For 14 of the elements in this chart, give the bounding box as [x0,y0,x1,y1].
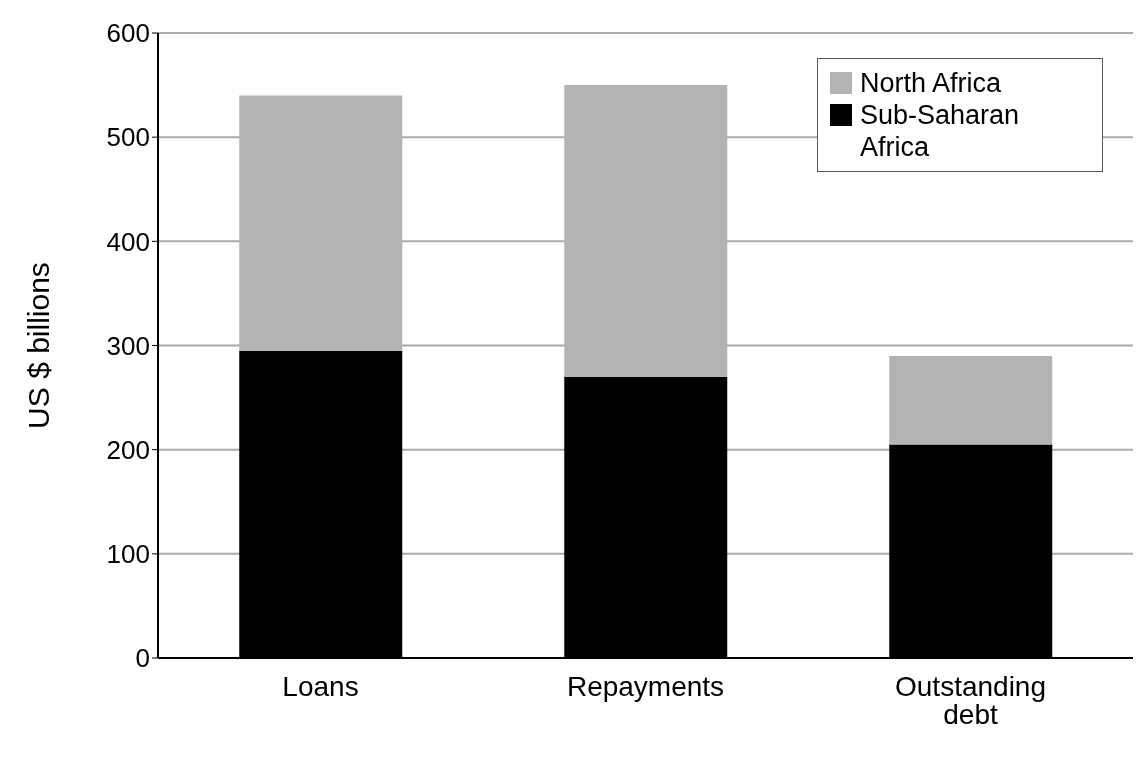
y-tick-label: 600 [106,18,150,49]
y-tick-label: 500 [106,122,150,153]
y-tick-label: 0 [135,643,150,674]
y-tick-label: 400 [106,226,150,257]
x-tick-label: Repayments [566,671,725,702]
y-tick-label: 200 [106,434,150,465]
x-tick-label: Outstanding debt [895,671,1046,730]
y-tick-label: 300 [106,330,150,361]
x-tick-label: Loans [282,671,359,702]
legend-label: North Africa [860,67,1002,99]
bar [889,355,1053,445]
y-axis-title: US $ billions [21,262,55,429]
y-tick-label: 100 [106,539,150,570]
legend-label: Sub-Saharan Africa [860,99,1021,163]
